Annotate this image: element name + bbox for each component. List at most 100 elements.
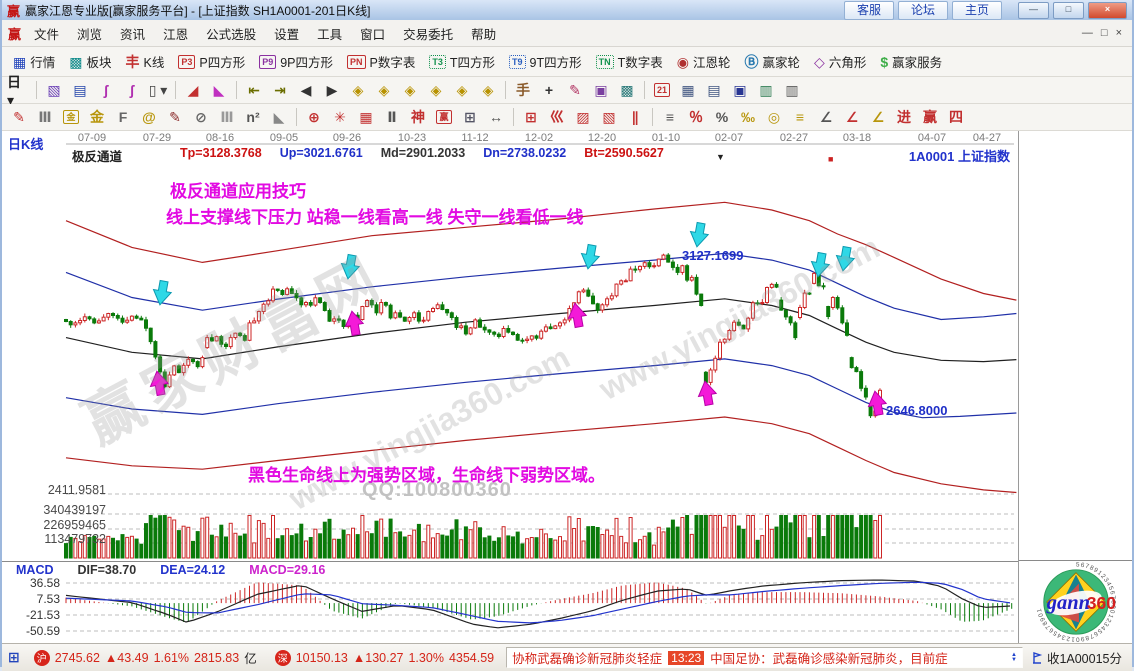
expand-y-icon[interactable]: ◈ — [476, 79, 500, 101]
close-button[interactable]: × — [1088, 1, 1127, 19]
t-square-button[interactable]: T3 T四方形 — [422, 50, 502, 73]
t9-square-button[interactable]: T9 9T四方形 — [502, 50, 589, 73]
double-bar-icon[interactable]: Ⅱ — [380, 106, 404, 128]
cycle-circle-icon[interactable]: ⊘ — [189, 106, 213, 128]
width-measure-icon[interactable]: ↔ — [484, 106, 508, 128]
god-line-icon[interactable]: 神 — [406, 106, 430, 128]
p-number-table-button[interactable]: PN P数字表 — [340, 50, 422, 73]
ratio-bars-icon[interactable]: ≡ — [658, 106, 682, 128]
gold-angle-icon[interactable]: ∠ — [866, 106, 890, 128]
kline-chart[interactable] — [2, 131, 1018, 561]
goto-first-icon[interactable]: ⇤ — [242, 79, 266, 101]
star-rays-icon[interactable]: ✳ — [328, 106, 352, 128]
percent-strike-icon[interactable]: ％ — [684, 106, 708, 128]
speed-resistance-icon[interactable]: 进 — [892, 106, 916, 128]
yingjia-angle-icon[interactable]: 赢 — [918, 106, 942, 128]
wave-9-icon[interactable]: ʃ — [120, 79, 144, 101]
indicator-name[interactable]: 极反通道 — [72, 150, 123, 164]
print-icon[interactable]: ▥ — [780, 79, 804, 101]
menu-item[interactable]: 窗口 — [360, 27, 386, 42]
next-page-icon[interactable]: ▶ — [320, 79, 344, 101]
fan-box2-icon[interactable]: ▧ — [597, 106, 621, 128]
wedge-icon[interactable]: ◣ — [267, 106, 291, 128]
measure-pen-icon[interactable]: ✎ — [163, 106, 187, 128]
maximize-button[interactable]: □ — [1053, 1, 1084, 19]
save-icon[interactable]: ▣ — [728, 79, 752, 101]
blocks-tool-icon[interactable]: ▩ — [615, 79, 639, 101]
wave-3-icon[interactable]: ʃ — [94, 79, 118, 101]
zigzag-tool-icon[interactable]: ◢ — [181, 79, 205, 101]
pattern-window-icon[interactable]: ▧ — [42, 79, 66, 101]
menu-item[interactable]: 工具 — [317, 27, 343, 42]
compress-x-icon[interactable]: ◈ — [398, 79, 422, 101]
angle-line-icon[interactable]: ∠ — [814, 106, 838, 128]
hatch-count-icon[interactable]: Ⅲ — [215, 106, 239, 128]
hand-tool-icon[interactable]: 手 — [511, 79, 535, 101]
zoom-out-x-icon[interactable]: ◈ — [346, 79, 370, 101]
menu-item[interactable]: 设置 — [274, 27, 300, 42]
f10-info-icon[interactable]: ▤ — [68, 79, 92, 101]
sectors-button[interactable]: ▩ 板块 — [62, 50, 118, 73]
p-square-button[interactable]: P3 P四方形 — [171, 50, 252, 73]
menu-item[interactable]: 江恩 — [163, 27, 189, 42]
gann-grid-icon[interactable]: ⊞ — [519, 106, 543, 128]
winner-service-button[interactable]: $ 赢家服务 — [873, 50, 949, 73]
prev-page-icon[interactable]: ◀ — [294, 79, 318, 101]
customer-service-button[interactable]: 客服 — [843, 0, 894, 20]
news-ticker[interactable]: 协称武磊确诊新冠肺炎轻症 13:23 中国足协：武磊确诊感染新冠肺炎，目前症 ▲… — [506, 647, 1023, 668]
calculator-icon[interactable]: ▦ — [676, 79, 700, 101]
yingjia-box-icon[interactable]: 赢 — [432, 106, 456, 128]
child-minimize-icon[interactable]: — — [1081, 27, 1093, 39]
calendar-icon[interactable]: 21 — [650, 79, 674, 101]
menu-item[interactable]: 交易委托 — [403, 27, 454, 42]
market-table-icon[interactable]: ⊞ — [8, 649, 20, 665]
gold-section-icon[interactable]: 金 — [85, 106, 109, 128]
compress-y-icon[interactable]: ◈ — [450, 79, 474, 101]
expand-x-icon[interactable]: ◈ — [424, 79, 448, 101]
period-day-dropdown[interactable]: 日 ▾ — [7, 74, 31, 108]
kline-button[interactable]: 丰 K线 — [119, 50, 172, 73]
menu-item[interactable]: 浏览 — [77, 27, 103, 42]
child-restore-icon[interactable]: □ — [1100, 27, 1108, 39]
spiral-icon[interactable]: @ — [137, 106, 161, 128]
goto-last-icon[interactable]: ⇥ — [268, 79, 292, 101]
permille-gold-icon[interactable]: ‰ — [736, 106, 760, 128]
color-flag-icon[interactable]: ◣ — [207, 79, 231, 101]
draw-line-icon[interactable]: ✎ — [563, 79, 587, 101]
ticker-scroll-up-icon[interactable]: ▲ — [1010, 651, 1017, 658]
four-angle-icon[interactable]: 四 — [944, 106, 968, 128]
ticker-scroll-down-icon[interactable]: ▼ — [1010, 656, 1017, 663]
number-grid-icon[interactable]: ⊞ — [458, 106, 482, 128]
fan-lines-icon[interactable]: 巛 — [545, 106, 569, 128]
candle-style-dropdown[interactable]: ▯ ▾ — [146, 79, 170, 101]
sh-index-summary[interactable]: 沪 2745.62 ▲43.49 1.61% 2815.83 亿 — [28, 647, 263, 668]
macd-chart[interactable] — [2, 562, 1018, 644]
menu-item[interactable]: 文件 — [34, 27, 60, 42]
f-angle-icon[interactable]: ∠ — [840, 106, 864, 128]
n-square-icon[interactable]: n² — [241, 106, 265, 128]
p9-square-button[interactable]: P9 9P四方形 — [252, 50, 340, 73]
fan-box-icon[interactable]: ▨ — [571, 106, 595, 128]
zoom-in-x-icon[interactable]: ◈ — [372, 79, 396, 101]
notes-icon[interactable]: ▤ — [702, 79, 726, 101]
hexagon-button[interactable]: ◇ 六角形 — [807, 50, 873, 73]
grid-net-icon[interactable]: ▦ — [354, 106, 378, 128]
menu-item[interactable]: 资讯 — [120, 27, 146, 42]
draw-pen-icon[interactable]: ✎ — [7, 106, 31, 128]
child-close-icon[interactable]: × — [1115, 27, 1122, 39]
parallel-lines-icon[interactable]: ∥ — [623, 106, 647, 128]
gann-target-icon[interactable]: ⊕ — [302, 106, 326, 128]
crosshair-tool-icon[interactable]: + — [537, 79, 561, 101]
minimize-button[interactable]: — — [1018, 1, 1049, 19]
sz-index-summary[interactable]: 深 10150.13 ▲130.27 1.30% 4354.59 — [269, 647, 500, 668]
winner-wheel-button[interactable]: Ⓑ 赢家轮 — [738, 50, 808, 73]
homepage-button[interactable]: 主页 — [951, 0, 1002, 20]
gold-lines-icon[interactable]: ≡ — [788, 106, 812, 128]
quotes-button[interactable]: ▦ 行情 — [6, 50, 62, 73]
gann-wheel-button[interactable]: ◉ 江恩轮 — [670, 50, 738, 73]
percent-icon[interactable]: % — [710, 106, 734, 128]
forum-button[interactable]: 论坛 — [897, 0, 948, 20]
fibonacci-icon[interactable]: F — [111, 106, 135, 128]
t-number-table-button[interactable]: TN T数字表 — [589, 50, 670, 73]
gold-section-box-icon[interactable]: 金 — [59, 106, 83, 128]
